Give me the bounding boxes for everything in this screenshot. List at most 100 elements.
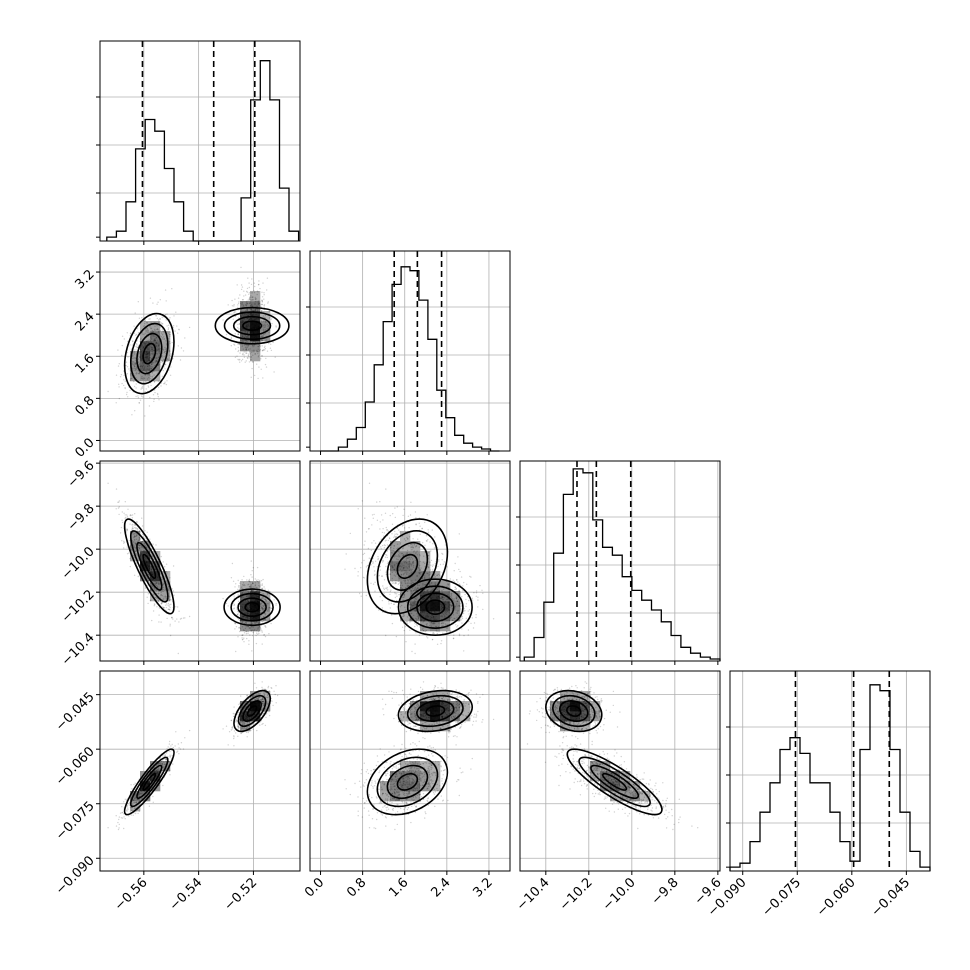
sample-point <box>126 529 128 531</box>
sample-point <box>131 355 134 358</box>
sample-point <box>444 600 447 603</box>
sample-point <box>237 302 240 305</box>
sample-point <box>150 568 152 571</box>
sample-point <box>144 551 146 553</box>
sample-point <box>249 308 251 310</box>
sample-point <box>149 569 151 572</box>
sample-point <box>256 290 259 292</box>
sample-point <box>448 619 451 622</box>
sample-point <box>374 581 376 583</box>
sample-point <box>251 292 254 294</box>
sample-point <box>398 594 400 596</box>
sample-point <box>235 311 237 313</box>
sample-point <box>165 383 168 386</box>
sample-point <box>160 555 162 558</box>
sample-point <box>157 344 160 347</box>
density-cell <box>240 301 251 312</box>
sample-point <box>149 599 152 602</box>
sample-point <box>243 290 245 292</box>
sample-point <box>157 328 159 330</box>
sample-point <box>392 513 394 515</box>
sample-point <box>130 377 132 380</box>
sample-point <box>159 318 161 320</box>
sample-point <box>243 575 245 578</box>
sample-point <box>419 626 421 628</box>
sample-point <box>177 332 179 334</box>
sample-point <box>158 344 160 347</box>
sample-point <box>401 525 404 527</box>
sample-point <box>153 374 155 376</box>
sample-point <box>139 349 142 351</box>
sample-point <box>255 327 258 329</box>
sample-point <box>138 317 141 319</box>
sample-point <box>134 359 137 361</box>
sample-point <box>140 337 142 339</box>
sample-point <box>463 634 465 637</box>
sample-point <box>144 530 146 532</box>
sample-point <box>117 501 119 503</box>
sample-point <box>257 317 259 320</box>
sample-point <box>164 382 166 385</box>
sample-point <box>414 600 417 603</box>
density-cell <box>250 321 261 332</box>
sample-point <box>245 621 247 624</box>
sample-point <box>130 348 133 350</box>
sample-point <box>468 613 470 615</box>
sample-point <box>134 782 136 784</box>
sample-point <box>434 562 436 565</box>
sample-point <box>437 602 440 604</box>
sample-point <box>134 812 137 815</box>
sample-point <box>161 352 164 355</box>
sample-point <box>419 569 422 572</box>
sample-point <box>416 618 418 620</box>
sample-point <box>133 332 136 334</box>
sample-point <box>255 297 257 300</box>
sample-point <box>132 554 135 557</box>
sample-point <box>261 631 263 633</box>
sample-point <box>107 482 109 484</box>
sample-point <box>256 310 258 312</box>
sample-point <box>381 599 384 602</box>
sample-point <box>248 322 250 325</box>
sample-point <box>246 317 248 320</box>
sample-point <box>395 555 397 557</box>
sample-point <box>247 632 249 635</box>
sample-point <box>155 337 157 340</box>
sample-point <box>247 595 249 597</box>
sample-point <box>145 351 147 353</box>
sample-point <box>257 595 259 598</box>
sample-point <box>124 798 127 800</box>
sample-point <box>251 322 254 324</box>
sample-point <box>150 363 153 365</box>
sample-point <box>163 607 165 609</box>
sample-point <box>134 542 136 544</box>
sample-point <box>117 507 120 509</box>
sample-point <box>153 328 156 331</box>
sample-point <box>263 597 265 599</box>
sample-point <box>429 561 431 563</box>
sample-point <box>240 596 243 599</box>
sample-point <box>136 554 138 556</box>
sample-point <box>157 566 159 568</box>
sample-point <box>250 318 252 320</box>
sample-point <box>242 305 245 307</box>
sample-point <box>418 634 421 637</box>
sample-point <box>450 595 453 597</box>
sample-point <box>131 344 134 346</box>
sample-point <box>145 353 148 355</box>
sample-point <box>141 546 143 549</box>
sample-point <box>126 366 129 368</box>
sample-point <box>147 562 149 565</box>
sample-point <box>422 583 424 585</box>
sample-point <box>233 595 235 597</box>
sample-point <box>126 546 128 548</box>
sample-point <box>152 347 154 349</box>
sample-point <box>247 299 249 301</box>
sample-point <box>152 361 154 364</box>
sample-point <box>150 327 153 330</box>
sample-point <box>432 569 434 571</box>
sample-point <box>145 371 148 373</box>
sample-point <box>241 637 243 639</box>
sample-point <box>253 349 255 351</box>
sample-point <box>251 350 253 352</box>
